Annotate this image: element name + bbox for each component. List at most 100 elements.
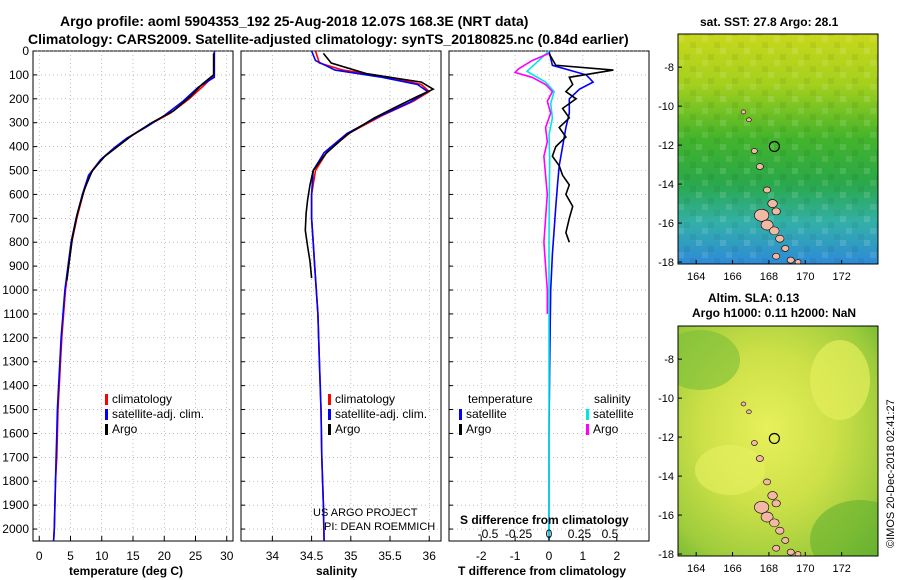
- difference-xtick-label: 2: [613, 549, 620, 563]
- sla-lat-label: -14: [658, 471, 674, 483]
- title-line-1: Argo profile: aoml 5904353_192 25-Aug-20…: [60, 13, 528, 29]
- sla-island: [746, 409, 752, 415]
- sla-island: [767, 491, 778, 500]
- sst-island: [763, 186, 771, 194]
- depth-tick-label: 1800: [2, 474, 29, 488]
- temperature-xtick-label: 5: [67, 549, 74, 563]
- sla-map-title-1: Altim. SLA: 0.13: [708, 291, 800, 305]
- legend-satellite-adj-label: satellite-adj. clim.: [112, 407, 204, 421]
- sla-island: [772, 544, 781, 552]
- sla-island: [775, 526, 785, 535]
- legend-s-argo-label: Argo: [593, 422, 619, 436]
- depth-tick-label: 800: [9, 235, 29, 249]
- sla-lat-label: -8: [664, 354, 674, 366]
- temperature-xtick-label: 10: [95, 549, 109, 563]
- difference-series-salinity-argo: [513, 52, 554, 314]
- sst-lon-label: 168: [760, 271, 778, 283]
- legend-s-argo-swatch: [586, 424, 589, 435]
- sla-island: [769, 518, 780, 528]
- sla-island: [751, 440, 758, 446]
- sst-map-title: sat. SST: 27.8 Argo: 28.1: [700, 15, 839, 29]
- depth-tick-label: 400: [9, 140, 29, 154]
- sst-island: [746, 117, 752, 123]
- sst-lon-label: 166: [723, 271, 741, 283]
- project-credit: US ARGO PROJECT: [313, 507, 418, 519]
- t-difference-axis-label: T difference from climatology: [458, 564, 626, 578]
- salinity-x-ticks: 34 34.5 35 35.5 36: [266, 536, 437, 563]
- temperature-xtick-label: 30: [220, 549, 234, 563]
- depth-tick-label: 100: [9, 68, 29, 82]
- legend-t-satellite-swatch: [459, 409, 462, 420]
- difference-series-temperature-argo: [548, 53, 614, 243]
- sst-lon-label: 164: [687, 271, 705, 283]
- sst-island: [755, 163, 764, 170]
- legend-t-argo-swatch: [459, 424, 462, 435]
- sst-island: [754, 208, 770, 222]
- sst-argo-position-marker: [768, 140, 780, 153]
- legend-climatology-label: climatology: [112, 392, 172, 406]
- depth-tick-label: 200: [9, 92, 29, 106]
- depth-tick-label: 1900: [2, 498, 29, 512]
- legend-climatology-label: climatology: [335, 392, 395, 406]
- salinity-xtick-label: 34.5: [300, 549, 324, 563]
- sst-lat-label: -12: [658, 140, 674, 152]
- legend-argo-swatch: [328, 424, 331, 435]
- legend-t-argo-label: Argo: [466, 422, 492, 436]
- sla-island: [760, 511, 774, 523]
- sst-lat-label: -10: [658, 101, 674, 113]
- legend-argo-label: Argo: [112, 422, 138, 436]
- legend-t-satellite-label: satellite: [466, 407, 507, 421]
- difference-xtick-label: 0: [546, 549, 553, 563]
- legend-climatology-swatch: [328, 394, 331, 405]
- sla-island: [755, 455, 764, 462]
- salinity-xtick-label: 36: [423, 549, 437, 563]
- s-difference-tick-label: 0: [546, 527, 553, 541]
- pi-credit: PI: DEAN ROEMMICH: [324, 521, 435, 533]
- difference-legend: temperaturesatelliteArgosalinitysatellit…: [459, 392, 634, 436]
- difference-xtick-label: -1: [510, 549, 521, 563]
- salinity-panel: 34 34.5 35 35.5 36 salinity climatologysatel…: [240, 50, 442, 578]
- temperature-panel: 0 5 10 15 20 25 30 temperature (deg C) climato…: [32, 50, 234, 578]
- salinity-xtick-label: 35.5: [378, 549, 402, 563]
- sst-island: [760, 219, 774, 231]
- depth-tick-label: 900: [9, 259, 29, 273]
- sla-lat-label: -16: [658, 510, 674, 522]
- s-difference-tick-label: -0.25: [505, 527, 533, 541]
- sst-map-ticks: 164 166 168 170 172 -8 -10 -12 -14 -16 -18: [658, 62, 851, 283]
- sst-lat-label: -14: [658, 179, 674, 191]
- depth-tick-label: 1200: [2, 331, 29, 345]
- depth-tick-label: 500: [9, 164, 29, 178]
- difference-series-salinity-satellite: [525, 50, 555, 541]
- sla-island: [786, 548, 795, 556]
- temperature-xtick-label: 25: [189, 549, 203, 563]
- legend-s-satellite-swatch: [586, 409, 589, 420]
- sla-island: [771, 499, 781, 508]
- sst-islands: [740, 109, 802, 264]
- sst-island: [775, 234, 785, 243]
- difference-xtick-label: 1: [580, 549, 587, 563]
- depth-tick-label: 700: [9, 211, 29, 225]
- depth-tick-label: 1000: [2, 283, 29, 297]
- temperature-gridlines: [33, 50, 233, 541]
- sla-lon-label: 172: [832, 563, 850, 575]
- sla-island: [763, 478, 771, 486]
- difference-xtick-label: -2: [476, 549, 487, 563]
- sla-lon-label: 166: [723, 563, 741, 575]
- depth-tick-label: 2000: [2, 522, 29, 536]
- temperature-series-argo: [66, 53, 215, 281]
- sst-island: [794, 259, 802, 264]
- temperature-x-ticks: 0 5 10 15 20 25 30: [36, 536, 234, 563]
- s-difference-tick-label: 0.25: [568, 527, 592, 541]
- depth-tick-label: 1100: [3, 307, 29, 321]
- sst-map: sat. SST: 27.8 Argo: 28.1 164 166 168 170 17…: [658, 15, 879, 283]
- sst-island: [767, 199, 778, 208]
- sst-island: [769, 226, 780, 236]
- s-difference-axis-label: S difference from climatology: [460, 513, 629, 527]
- salinity-series-satellite-adj-clim-: [310, 50, 430, 542]
- depth-tick-label: 600: [9, 187, 29, 201]
- difference-panel: -2 -1 0 1 2 T difference from climatology S …: [448, 50, 650, 578]
- sla-lat-label: -12: [658, 432, 674, 444]
- sla-lon-label: 168: [760, 563, 778, 575]
- sla-islands: [740, 401, 802, 556]
